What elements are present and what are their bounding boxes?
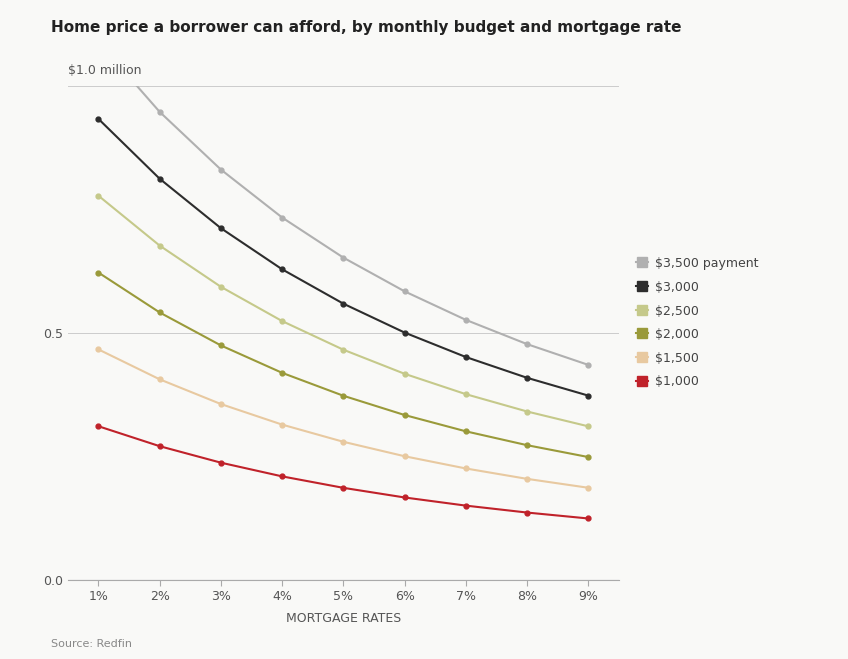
$3,500 payment (154, 108, 165, 116)
$1,500 (338, 438, 349, 445)
$1,000 (460, 501, 471, 509)
$2,500 (338, 346, 349, 354)
$3,500 payment (216, 165, 226, 173)
$2,500 (216, 283, 226, 291)
$3,000 (216, 224, 226, 232)
$1,000 (522, 509, 533, 517)
$3,500 payment (93, 38, 103, 46)
$3,500 payment (399, 287, 410, 295)
Line: $3,000: $3,000 (96, 117, 591, 398)
$2,500 (93, 192, 103, 200)
$2,000 (154, 308, 165, 316)
Line: $3,500 payment: $3,500 payment (96, 40, 591, 367)
Text: Home price a borrower can afford, by monthly budget and mortgage rate: Home price a borrower can afford, by mon… (51, 20, 682, 35)
Line: $2,000: $2,000 (96, 270, 591, 459)
Legend: $3,500 payment, $3,000, $2,500, $2,000, $1,500, $1,000: $3,500 payment, $3,000, $2,500, $2,000, … (631, 252, 763, 393)
$1,000 (93, 422, 103, 430)
$1,500 (522, 475, 533, 483)
$2,500 (399, 370, 410, 378)
$3,000 (522, 374, 533, 382)
$1,500 (460, 465, 471, 473)
$3,000 (154, 175, 165, 183)
$3,000 (399, 329, 410, 337)
$2,000 (460, 428, 471, 436)
$3,000 (583, 391, 594, 399)
$1,000 (277, 473, 287, 480)
$2,500 (522, 407, 533, 415)
$3,500 payment (583, 361, 594, 369)
$3,000 (460, 353, 471, 361)
$2,000 (522, 442, 533, 449)
$3,000 (277, 266, 287, 273)
$1,000 (399, 494, 410, 501)
Line: $2,500: $2,500 (96, 193, 591, 429)
$2,000 (277, 369, 287, 377)
$1,000 (583, 515, 594, 523)
$1,000 (154, 442, 165, 450)
$3,000 (338, 300, 349, 308)
$3,500 payment (338, 254, 349, 262)
$1,500 (399, 452, 410, 460)
$3,000 (93, 115, 103, 123)
$1,500 (154, 376, 165, 384)
$2,000 (338, 392, 349, 400)
$1,000 (216, 459, 226, 467)
$1,500 (583, 484, 594, 492)
$2,500 (583, 422, 594, 430)
$3,500 payment (522, 340, 533, 348)
$2,000 (216, 341, 226, 349)
$2,500 (277, 317, 287, 325)
$1,500 (216, 400, 226, 408)
X-axis label: MORTGAGE RATES: MORTGAGE RATES (286, 612, 401, 625)
$3,500 payment (460, 316, 471, 324)
$2,000 (399, 411, 410, 419)
$1,500 (277, 420, 287, 428)
Line: $1,000: $1,000 (96, 424, 591, 521)
Text: Source: Redfin: Source: Redfin (51, 639, 132, 649)
$2,500 (460, 390, 471, 398)
$1,500 (93, 345, 103, 353)
$3,500 payment (277, 214, 287, 221)
Text: $1.0 million: $1.0 million (68, 64, 142, 76)
Line: $1,500: $1,500 (96, 347, 591, 490)
$2,500 (154, 242, 165, 250)
$2,000 (583, 453, 594, 461)
$1,000 (338, 484, 349, 492)
$2,000 (93, 269, 103, 277)
